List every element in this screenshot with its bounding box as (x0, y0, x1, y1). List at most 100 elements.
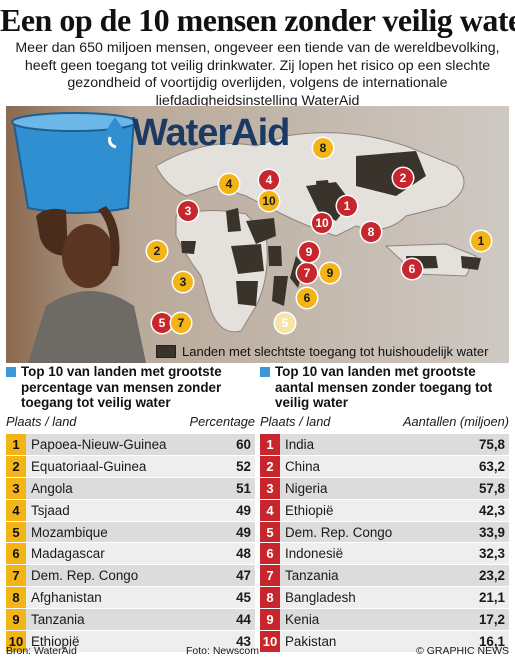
table-row: 10 Ethiopië 43 (6, 631, 255, 652)
left-column-headers: Plaats / land Percentage (6, 414, 255, 429)
right-table: 1 India 75,8 2 China 63,2 3 Nigeria 57,8 4 Ethi… (260, 434, 509, 653)
country-value: 51 (236, 480, 251, 496)
rank-badge: 3 (260, 477, 280, 499)
country-name: Ethiopië (285, 502, 334, 518)
legend-swatch (156, 345, 176, 358)
right-column-headers: Plaats / land Aantallen (miljoen) (260, 414, 509, 429)
map-legend: Landen met slechtste toegang tot huishou… (156, 344, 488, 359)
country-value: 43 (236, 633, 251, 649)
country-value: 49 (236, 524, 251, 540)
map-marker: 4 (219, 174, 239, 194)
map-marker: 6 (297, 288, 317, 308)
country-name: Papoea-Nieuw-Guinea (31, 436, 167, 452)
map-marker: 9 (299, 242, 319, 262)
country-name: Kenia (285, 612, 320, 628)
rank-badge: 1 (6, 434, 26, 455)
country-value: 23,2 (478, 568, 505, 584)
country-value: 21,1 (478, 590, 505, 606)
country-value: 49 (236, 502, 251, 518)
rank-badge: 9 (260, 609, 280, 631)
country-value: 52 (236, 458, 251, 474)
map-marker: 5 (275, 313, 295, 333)
table-row: 4 Tsjaad 49 (6, 499, 255, 521)
country-name: Tanzania (31, 612, 85, 628)
country-name: Tsjaad (31, 502, 70, 518)
country-name: Madagascar (31, 546, 105, 562)
country-name: Mozambique (31, 524, 108, 540)
country-value: 33,9 (478, 524, 505, 540)
map-marker: 4 (259, 170, 279, 190)
country-value: 57,8 (478, 480, 505, 496)
logo-text: WaterAid (132, 112, 290, 154)
photo-credit: Foto: Newscom (186, 645, 259, 657)
world-map-photo (6, 106, 509, 363)
table-row: 7 Tanzania 23,2 (260, 565, 509, 587)
country-name: Bangladesh (285, 590, 356, 606)
rank-badge: 6 (6, 543, 26, 565)
table-row: 9 Kenia 17,2 (260, 609, 509, 631)
table-row: 2 Equatoriaal-Guinea 52 (6, 455, 255, 477)
country-value: 63,2 (478, 458, 505, 474)
footer: Bron: WaterAid Foto: Newscom © GRAPHIC N… (6, 645, 509, 657)
country-value: 48 (236, 546, 251, 562)
country-value: 47 (236, 568, 251, 584)
map-marker: 5 (152, 313, 172, 333)
rank-badge: 6 (260, 543, 280, 565)
country-value: 75,8 (478, 436, 505, 452)
map-marker: 3 (173, 272, 193, 292)
wateraid-logo: WaterAid (100, 112, 290, 155)
country-name: Nigeria (285, 480, 328, 496)
country-name: Ethiopië (31, 633, 80, 649)
table-row: 7 Dem. Rep. Congo 47 (6, 565, 255, 587)
country-value: 17,2 (478, 612, 505, 628)
country-name: China (285, 458, 320, 474)
rank-badge: 9 (6, 609, 26, 631)
legend-label: Landen met slechtste toegang tot huishou… (182, 344, 489, 359)
map-marker: 7 (171, 313, 191, 333)
rank-badge: 4 (260, 499, 280, 521)
rank-badge: 7 (260, 565, 280, 587)
table-row: 10 Pakistan 16,1 (260, 631, 509, 652)
brand-credit: © GRAPHIC NEWS (416, 645, 509, 657)
left-col-value: Percentage (189, 414, 255, 429)
map-illustration (6, 106, 509, 363)
map-marker: 2 (147, 241, 167, 261)
blue-square-icon (260, 367, 270, 377)
table-row: 1 India 75,8 (260, 434, 509, 455)
country-name: India (285, 436, 315, 452)
map-marker: 9 (320, 263, 340, 283)
rank-badge: 7 (6, 565, 26, 587)
country-value: 42,3 (478, 502, 505, 518)
table-row: 1 Papoea-Nieuw-Guinea 60 (6, 434, 255, 455)
country-value: 60 (236, 436, 251, 452)
table-row: 6 Indonesië 32,3 (260, 543, 509, 565)
country-value: 32,3 (478, 546, 505, 562)
table-row: 6 Madagascar 48 (6, 543, 255, 565)
left-col-place: Plaats / land (6, 414, 77, 429)
table-row: 5 Mozambique 49 (6, 521, 255, 543)
country-name: Pakistan (285, 633, 337, 649)
rank-badge: 5 (6, 521, 26, 543)
country-name: Angola (31, 480, 73, 496)
country-name: Dem. Rep. Congo (31, 568, 139, 584)
rank-badge: 5 (260, 521, 280, 543)
map-marker: 8 (313, 138, 333, 158)
left-table: 1 Papoea-Nieuw-Guinea 60 2 Equatoriaal-Guin… (6, 434, 255, 653)
blue-square-icon (6, 367, 16, 377)
map-marker: 10 (312, 213, 332, 233)
rank-badge: 8 (260, 587, 280, 609)
table-row: 3 Angola 51 (6, 477, 255, 499)
right-table-header: Top 10 van landen met grootste aantal me… (260, 364, 509, 411)
right-table-title: Top 10 van landen met grootste aantal me… (275, 364, 493, 410)
rank-badge: 10 (6, 631, 26, 652)
country-value: 45 (236, 590, 251, 606)
rank-badge: 4 (6, 499, 26, 521)
right-col-place: Plaats / land (260, 414, 331, 429)
intro-text: Meer dan 650 miljoen mensen, ongeveer ee… (15, 40, 500, 109)
map-marker: 8 (361, 222, 381, 242)
left-table-title: Top 10 van landen met grootste percentag… (21, 364, 222, 410)
table-row: 8 Bangladesh 21,1 (260, 587, 509, 609)
page-title: Een op de 10 mensen zonder veilig water (0, 2, 515, 38)
rank-badge: 8 (6, 587, 26, 609)
rank-badge: 2 (6, 455, 26, 477)
